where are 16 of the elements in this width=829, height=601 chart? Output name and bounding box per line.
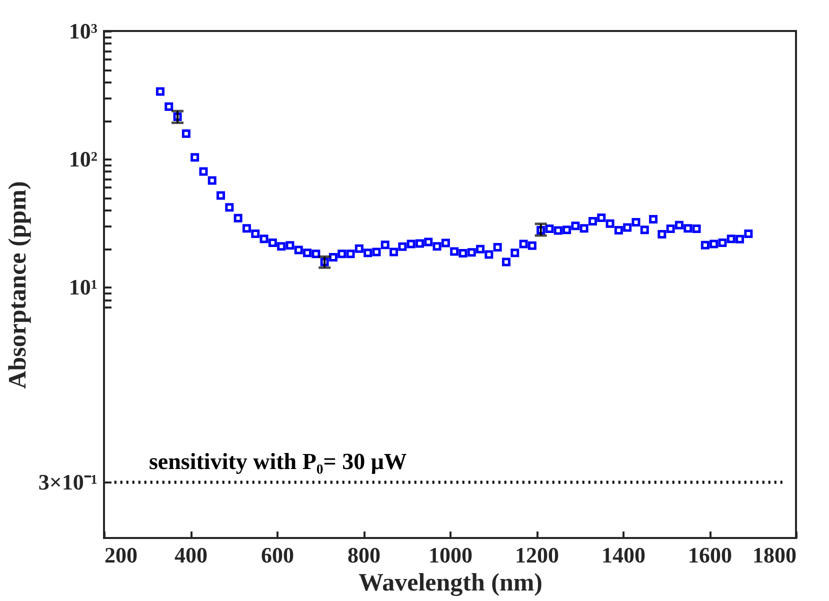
- x-tick-label: 1400: [602, 542, 646, 568]
- x-tick-label: 600: [261, 542, 294, 568]
- y-tick-label: 10²: [68, 146, 98, 172]
- y-tick-label: 10¹: [68, 274, 98, 300]
- x-tick-label: 1200: [515, 542, 559, 568]
- x-tick-label: 1000: [428, 542, 472, 568]
- y-tick-label: 3×10⁻¹: [38, 470, 98, 495]
- y-tick-label: 10³: [68, 18, 98, 44]
- x-tick-label: 1800: [752, 542, 796, 568]
- x-axis-title: Wavelength (nm): [358, 570, 543, 596]
- x-tick-label: 400: [174, 542, 208, 568]
- y-axis-title: Absorptance (ppm): [4, 181, 32, 389]
- x-tick-label: 1600: [688, 542, 732, 568]
- x-tick-label: 200: [104, 542, 138, 568]
- x-tick-label: 800: [348, 542, 380, 568]
- ref-line-label: sensitivity with P₀= 30 μW: [148, 449, 407, 474]
